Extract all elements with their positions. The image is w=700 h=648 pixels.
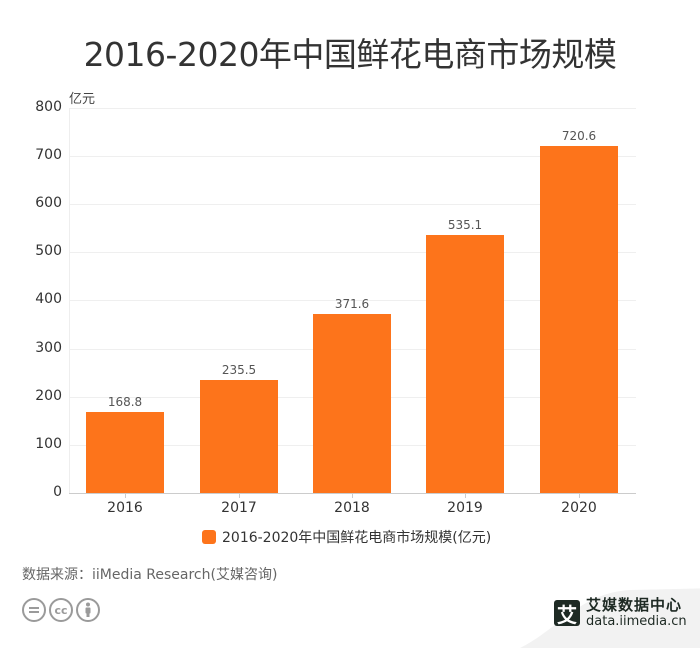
gridline	[69, 252, 636, 253]
x-tick-mark	[465, 493, 466, 498]
no-derivatives-icon	[22, 598, 46, 622]
bar-2016	[86, 412, 164, 493]
y-axis-line	[69, 108, 70, 493]
bar-value-label: 371.6	[334, 297, 370, 311]
brand-watermark[interactable]: 艾 艾媒数据中心 data.iimedia.cn	[554, 598, 687, 628]
legend-swatch-icon	[202, 530, 216, 544]
y-tick-label: 400	[35, 291, 62, 307]
brand-logo-icon: 艾	[554, 600, 580, 627]
attribution-person-icon	[76, 598, 100, 622]
x-tick-mark	[125, 493, 126, 498]
y-tick-label: 600	[35, 195, 62, 211]
bar-2017	[200, 380, 278, 493]
y-tick-label: 100	[35, 436, 62, 452]
chart-legend[interactable]: 2016-2020年中国鲜花电商市场规模(亿元)	[202, 527, 491, 547]
bar-value-label: 168.8	[107, 395, 143, 409]
bar-value-label: 535.1	[447, 218, 483, 232]
brand-url: data.iimedia.cn	[586, 614, 687, 629]
bar-2019	[426, 235, 504, 493]
gridline	[69, 204, 636, 205]
creative-commons-icon: cc	[49, 598, 73, 622]
y-axis-unit-label: 亿元	[69, 92, 96, 107]
x-tick-mark	[352, 493, 353, 498]
y-tick-label: 500	[35, 243, 62, 259]
brand-name: 艾媒数据中心	[586, 596, 683, 614]
data-source-note: 数据来源：iiMedia Research(艾媒咨询)	[22, 567, 278, 583]
y-tick-label: 700	[35, 147, 62, 163]
bar-value-label: 235.5	[221, 363, 257, 377]
license-icons: cc	[22, 598, 100, 622]
bar-value-label: 720.6	[561, 129, 597, 143]
bar-2020	[540, 146, 618, 493]
gridline	[69, 300, 636, 301]
x-tick-label: 2017	[221, 500, 257, 516]
y-tick-label: 800	[35, 99, 62, 115]
x-tick-label: 2016	[107, 500, 143, 516]
chart-title: 2016-2020年中国鲜花电商市场规模	[83, 35, 617, 74]
brand-background-swoosh	[520, 588, 700, 648]
gridline	[69, 108, 636, 109]
y-tick-label: 200	[35, 388, 62, 404]
legend-label: 2016-2020年中国鲜花电商市场规模(亿元)	[222, 530, 492, 546]
x-tick-label: 2018	[334, 500, 370, 516]
y-tick-label: 300	[35, 340, 62, 356]
x-tick-mark	[239, 493, 240, 498]
x-tick-label: 2020	[561, 500, 597, 516]
gridline	[69, 156, 636, 157]
bar-2018	[313, 314, 391, 493]
x-tick-label: 2019	[447, 500, 483, 516]
y-tick-label: 0	[53, 484, 62, 500]
x-tick-mark	[579, 493, 580, 498]
